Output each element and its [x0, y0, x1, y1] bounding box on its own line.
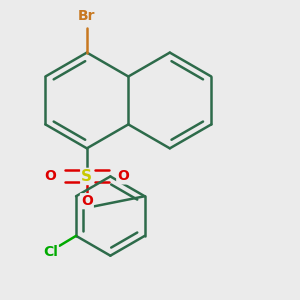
Text: O: O [81, 194, 93, 208]
Text: Cl: Cl [43, 245, 58, 260]
Text: O: O [117, 169, 129, 183]
Text: S: S [81, 169, 92, 184]
Text: O: O [45, 169, 56, 183]
Text: Br: Br [78, 9, 96, 23]
